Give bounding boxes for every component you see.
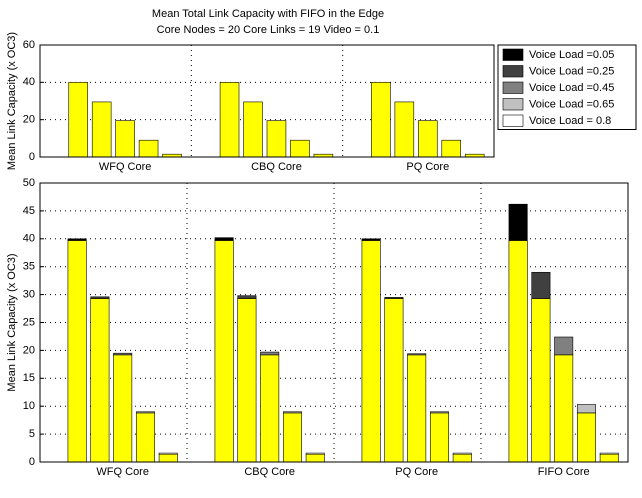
bar-top-segment xyxy=(429,411,449,414)
x-tick-label: CBQ Core xyxy=(244,466,295,478)
y-tick-label: 30 xyxy=(23,289,35,301)
axes-frame xyxy=(39,182,629,463)
x-tick-label: WFQ Core xyxy=(96,466,149,478)
y-tick-label: 60 xyxy=(23,39,35,51)
bar-base-segment xyxy=(237,298,257,463)
y-tick-label: 10 xyxy=(23,400,35,412)
y-tick-label: 20 xyxy=(23,114,35,126)
y-axis-label: Mean Link Capacity (x OC3) xyxy=(6,32,18,170)
bar xyxy=(266,120,287,158)
legend-label: Voice Load =0.65 xyxy=(529,99,614,111)
x-tick-label: PQ Core xyxy=(406,161,449,173)
bar-top-segment xyxy=(90,296,110,299)
legend-swatch xyxy=(502,114,524,127)
legend-label: Voice Load =0.25 xyxy=(529,66,614,78)
bar xyxy=(290,139,310,158)
bar-top-segment xyxy=(214,237,234,241)
y-axis-label: Mean Link Capacity (x OC3) xyxy=(6,253,18,391)
chart-subtitle: Core Nodes = 20 Core Links = 19 Video = … xyxy=(157,24,380,36)
bar xyxy=(68,82,88,158)
bar-top-segment xyxy=(282,411,302,414)
bar-base-segment xyxy=(214,240,234,463)
bar-base-segment xyxy=(158,453,178,463)
y-tick-label: 40 xyxy=(23,76,35,88)
legend-label: Voice Load =0.05 xyxy=(529,49,614,61)
bar-base-segment xyxy=(90,298,110,463)
bar xyxy=(219,82,240,158)
bar xyxy=(371,82,391,158)
y-tick-label: 45 xyxy=(23,205,35,217)
x-tick-label: CBQ Core xyxy=(251,161,302,173)
bar-top-segment xyxy=(452,452,472,455)
bar xyxy=(418,120,438,158)
chart-title: Mean Total Link Capacity with FIFO in th… xyxy=(152,8,384,20)
axes-frame xyxy=(39,44,495,158)
y-tick-label: 20 xyxy=(23,344,35,356)
legend-swatch xyxy=(502,81,524,94)
bar-base-segment xyxy=(531,298,551,463)
bar xyxy=(138,139,159,158)
bar-base-segment xyxy=(407,354,427,463)
bar-base-segment xyxy=(452,453,472,463)
bar-base-segment xyxy=(429,412,449,463)
legend-label: Voice Load =0.45 xyxy=(529,82,614,94)
bar-base-segment xyxy=(508,240,528,463)
bar-top-segment xyxy=(260,351,280,356)
y-tick-label: 5 xyxy=(29,428,35,440)
y-tick-label: 15 xyxy=(23,372,35,384)
bar xyxy=(243,101,263,158)
bar-top-segment xyxy=(384,297,404,299)
bar-base-segment xyxy=(576,412,596,463)
bar-top-segment xyxy=(599,452,619,455)
bar-top-segment xyxy=(508,203,528,241)
y-tick-label: 25 xyxy=(23,316,35,328)
bar-base-segment xyxy=(599,453,619,463)
bar-top-segment xyxy=(237,295,257,299)
bar-base-segment xyxy=(135,412,155,463)
bar xyxy=(394,101,415,158)
bar-top-segment xyxy=(135,411,155,414)
bar-base-segment xyxy=(361,240,381,463)
x-tick-label: PQ Core xyxy=(395,466,438,478)
y-tick-label: 0 xyxy=(29,456,35,468)
y-tick-label: 35 xyxy=(23,261,35,273)
bar-base-segment xyxy=(282,412,302,463)
bar-base-segment xyxy=(113,354,133,463)
bar-base-segment xyxy=(554,354,574,463)
legend-swatch xyxy=(502,98,524,111)
legend-swatch xyxy=(502,48,524,61)
bar xyxy=(115,120,135,158)
bar-base-segment xyxy=(384,298,404,463)
legend-label: Voice Load = 0.8 xyxy=(529,115,611,127)
bar-top-segment xyxy=(361,238,381,241)
y-tick-label: 50 xyxy=(23,177,35,189)
bar-base-segment xyxy=(67,240,87,463)
bar-top-segment xyxy=(305,452,325,455)
legend-swatch xyxy=(502,65,524,78)
bar-top-segment xyxy=(531,271,551,299)
bar-top-segment xyxy=(576,404,596,414)
bar-top-segment xyxy=(554,336,574,356)
bar-top-segment xyxy=(113,352,133,356)
bar-base-segment xyxy=(260,354,280,463)
y-tick-label: 40 xyxy=(23,233,35,245)
bar xyxy=(441,139,462,158)
bar-top-segment xyxy=(407,353,427,356)
y-tick-label: 0 xyxy=(29,151,35,163)
bar-top-segment xyxy=(158,452,178,455)
bar-top-segment xyxy=(67,238,87,241)
bar-base-segment xyxy=(305,453,325,463)
x-tick-label: WFQ Core xyxy=(99,161,152,173)
bar xyxy=(91,101,112,158)
x-tick-label: FIFO Core xyxy=(538,466,590,478)
